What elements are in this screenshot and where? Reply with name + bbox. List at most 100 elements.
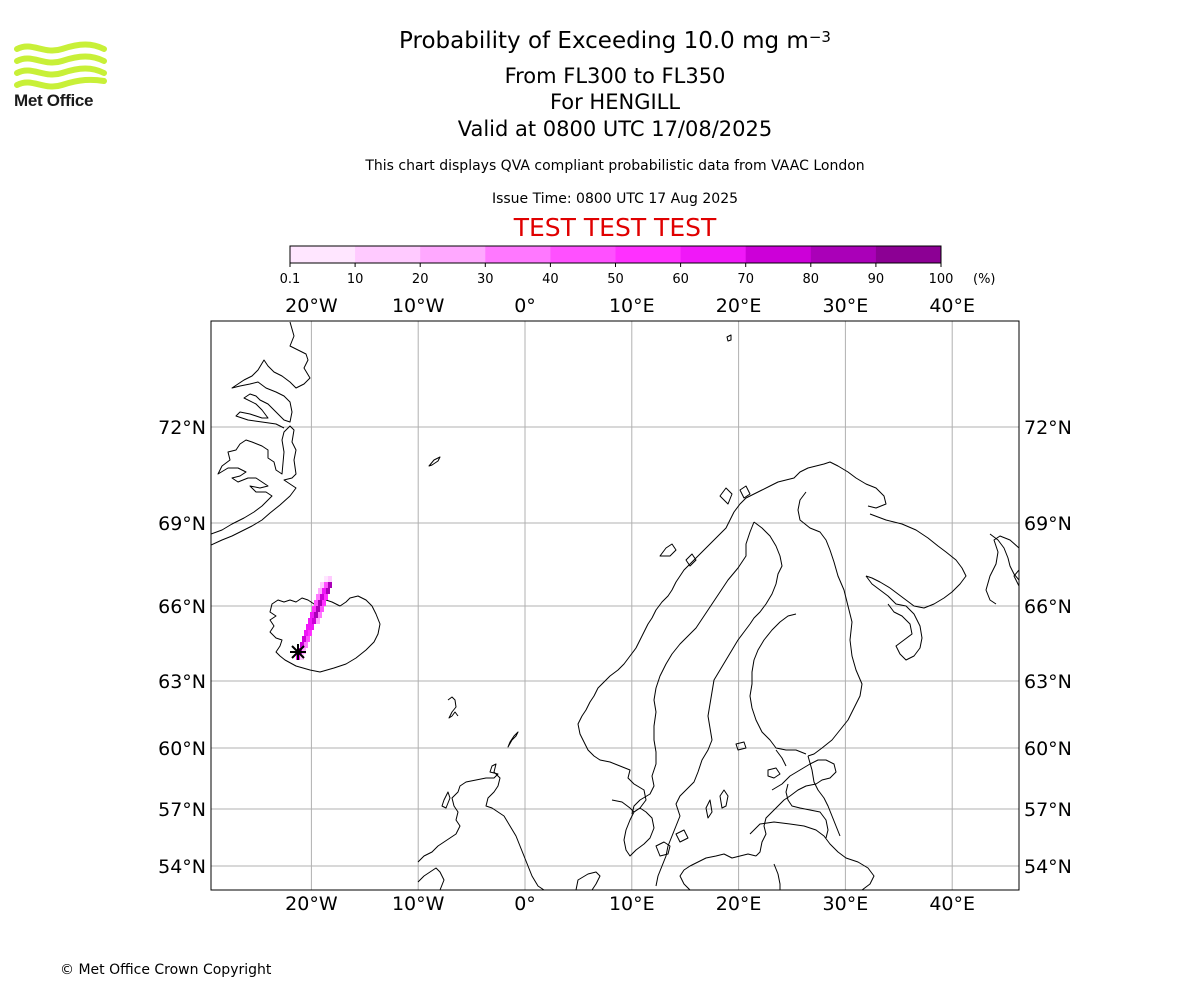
copyright-text: © Met Office Crown Copyright: [60, 962, 272, 978]
lon-label-top: 20°W: [285, 295, 338, 317]
colorbar-segment: [875, 246, 942, 263]
bothnia-coast: [655, 623, 751, 887]
title-exponent: −3: [808, 28, 831, 46]
plume-cell: [326, 588, 330, 594]
colorbar: 0.1 10 20 30 40 50 60 70 80 90 100 (%): [280, 245, 996, 287]
lon-label-bottom: 0°: [514, 893, 536, 915]
plume-cell: [310, 612, 314, 618]
lofoten-islands: [659, 543, 697, 567]
plume-cell: [318, 600, 322, 606]
greenland-coast-north: [231, 321, 311, 429]
coastlines: [211, 321, 1019, 890]
colorbar-tick-label: 80: [803, 272, 820, 287]
volcano-marker-icon: [290, 644, 306, 660]
norway-north-islands: [719, 485, 751, 505]
issue-time: Issue Time: 0800 UTC 17 Aug 2025: [491, 191, 739, 207]
kola-coast: [865, 513, 967, 609]
plume-cell: [324, 576, 328, 582]
colorbar-segment: [550, 246, 616, 263]
gotland-coast: [719, 789, 729, 809]
poland-border: [749, 821, 875, 890]
denmark-islands: [655, 829, 689, 857]
shetland-coast: [507, 731, 519, 748]
norway-sweden-border: [631, 521, 755, 815]
lon-label-top: 40°E: [929, 295, 975, 317]
lat-label-right: 69°N: [1024, 513, 1072, 535]
scandinavia-coast: [575, 871, 601, 890]
wide-border-russia: [807, 755, 841, 837]
colorbar-tick-label: 50: [607, 272, 624, 287]
plume-cell: [308, 630, 312, 636]
colorbar-tick-label: 40: [542, 272, 559, 287]
map-frame: [210, 320, 1020, 891]
plume-cell: [304, 630, 308, 636]
white-sea-coast: [865, 575, 923, 661]
lat-label-left: 72°N: [158, 417, 206, 439]
jan-mayen-coast: [428, 456, 441, 467]
lon-label-bottom: 30°E: [823, 893, 869, 915]
gridlines: [211, 321, 1019, 890]
russia-coast-east: [989, 533, 1019, 581]
colorbar-tick-label: 20: [412, 272, 429, 287]
iceland-coast: [269, 595, 381, 673]
greenland-coast: [211, 425, 297, 546]
flight-level-line: From FL300 to FL350: [504, 64, 726, 88]
test-banner: TEST TEST TEST: [513, 213, 717, 242]
plume-cell: [310, 624, 314, 630]
plume-cell: [320, 606, 324, 612]
lon-label-bottom: 40°E: [929, 893, 975, 915]
colorbar-segment: [355, 246, 421, 263]
plume-cell: [308, 618, 312, 624]
svalbard-outline: [1013, 569, 1019, 587]
lat-label-left: 54°N: [158, 856, 206, 878]
lat-label-left: 66°N: [158, 596, 206, 618]
chart-title: Probability of Exceeding 10.0 mg m−3: [300, 26, 930, 56]
colorbar-tick-label: 0.1: [280, 272, 301, 287]
plume-cell: [328, 576, 332, 582]
plume-cell: [318, 612, 322, 618]
lat-label-right: 54°N: [1024, 856, 1072, 878]
colorbar-segment: [485, 246, 551, 263]
disclaimer-text: This chart displays QVA compliant probab…: [365, 158, 865, 174]
volcano-line: For HENGILL: [549, 90, 681, 114]
lat-label-right: 72°N: [1024, 417, 1072, 439]
lon-label-top: 30°E: [823, 295, 869, 317]
plume-cell: [316, 618, 320, 624]
lat-label-left: 63°N: [158, 671, 206, 693]
finland-russia-border: [797, 491, 863, 757]
colorbar-tick-label: 60: [672, 272, 689, 287]
colorbar-tick-label: 100: [929, 272, 954, 287]
axis-labels: 20°W 20°W 10°W 10°W 0° 0° 10°E 10°E 20°E 20°E 30°E…: [158, 295, 1072, 915]
lon-label-bottom: 20°W: [285, 893, 338, 915]
lat-label-left: 69°N: [158, 513, 206, 535]
britain-coast: [417, 763, 545, 890]
colorbar-segment: [745, 246, 812, 263]
colorbar-segment: [420, 246, 486, 263]
colorbar-segment: [680, 246, 747, 263]
plume-cell: [314, 612, 318, 618]
latvia-coast: [785, 783, 829, 839]
title-main: Probability of Exceeding 10.0 mg m: [399, 28, 809, 54]
plume-cell: [318, 588, 322, 594]
plume-cell: [312, 606, 316, 612]
russia-coast-east-2: [985, 535, 1019, 605]
sweden-finland-border: [749, 521, 783, 625]
lon-label-top: 20°E: [716, 295, 762, 317]
plume-cell: [306, 636, 310, 642]
lon-label-top: 10°W: [392, 295, 445, 317]
lat-label-right: 60°N: [1024, 738, 1072, 760]
lat-label-left: 60°N: [158, 738, 206, 760]
colorbar-tick-label: 90: [868, 272, 885, 287]
plume-cell: [322, 600, 326, 606]
lon-label-bottom: 10°W: [392, 893, 445, 915]
lon-label-top: 10°E: [609, 295, 655, 317]
finland-lakes-border: [775, 749, 787, 767]
logo-text: Met Office: [14, 91, 94, 110]
oland-coast: [705, 799, 713, 819]
baltic-states-coast: [755, 759, 837, 857]
met-office-logo-icon: [14, 41, 107, 90]
finland-west-coast: [749, 613, 807, 755]
plume-cell: [324, 582, 328, 588]
baltic-south-coast: [679, 853, 757, 890]
